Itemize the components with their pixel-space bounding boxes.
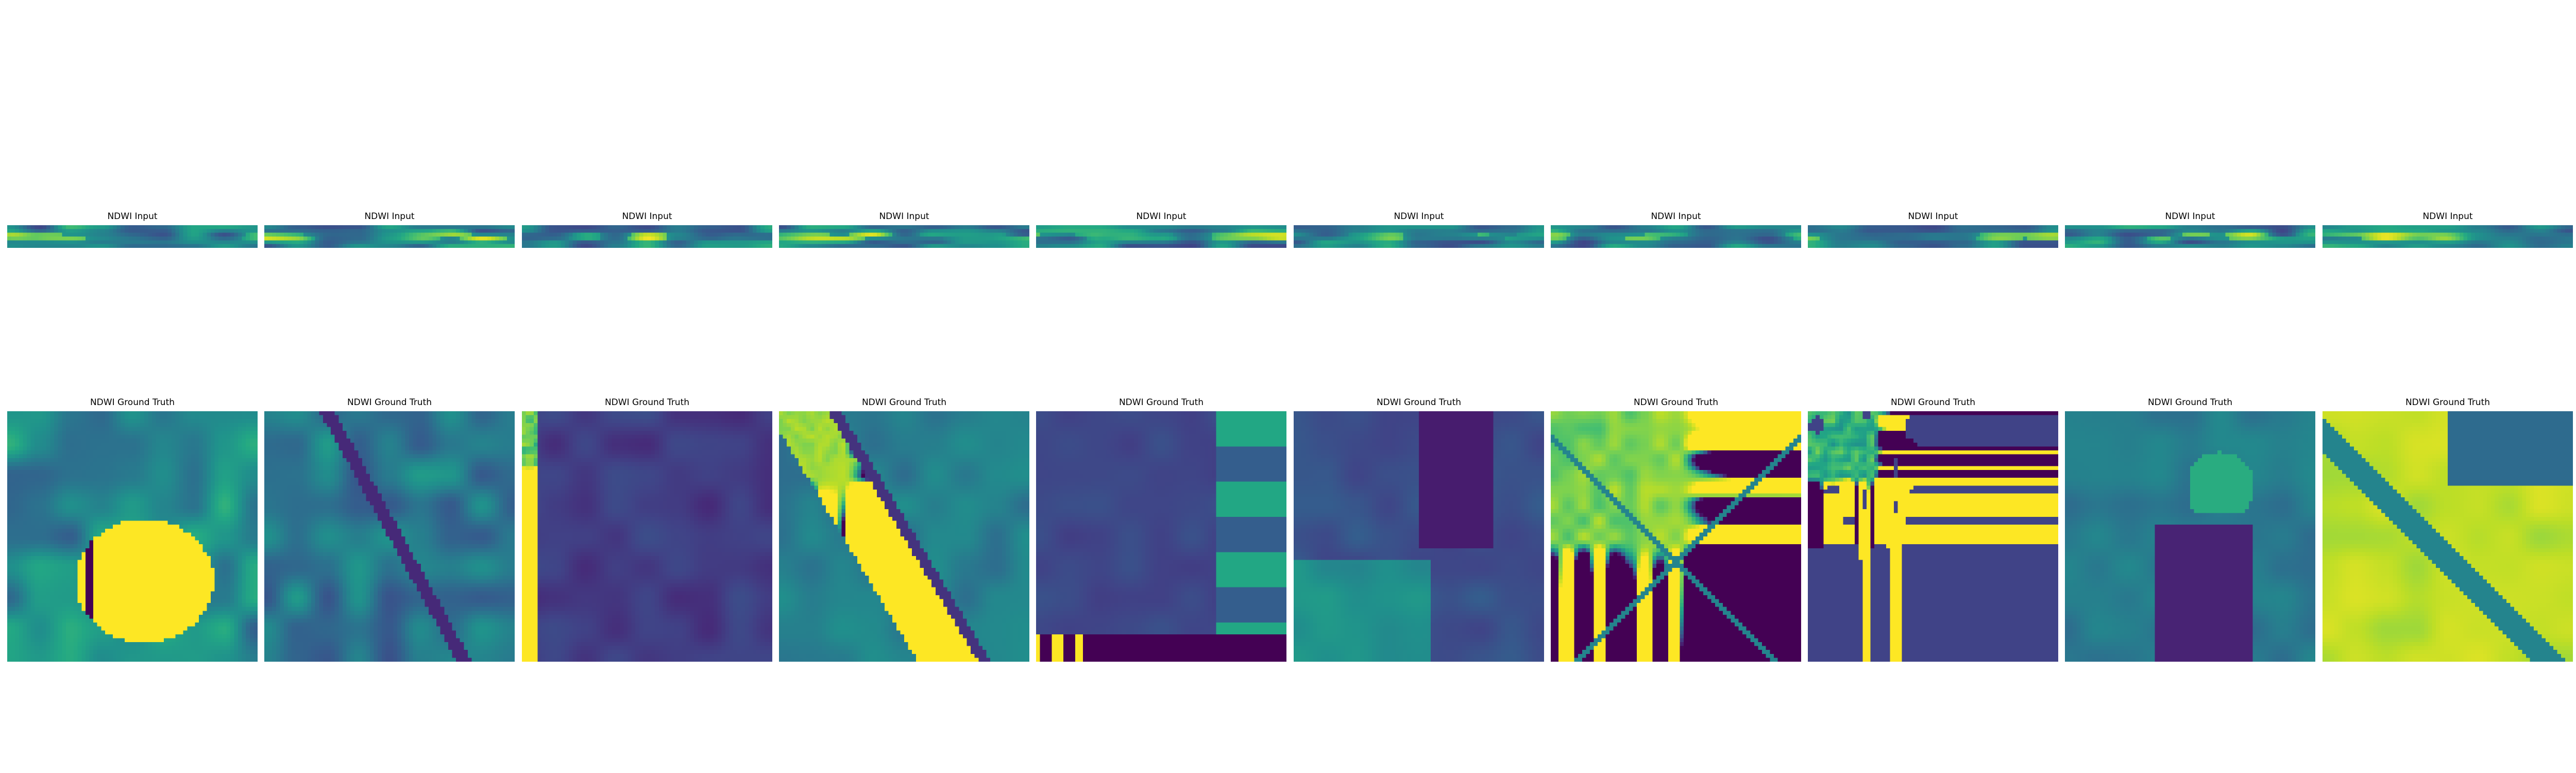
input-heatmap-image	[1294, 225, 1544, 248]
input-heatmap-image	[1036, 225, 1286, 248]
ground-truth-heatmap-image	[522, 411, 772, 662]
ground-truth-panel-title: NDWI Ground Truth	[1633, 397, 1719, 408]
input-panel-7: NDWI Input	[1551, 211, 1801, 248]
ground-truth-heatmap-image	[1294, 411, 1544, 662]
input-panel-title: NDWI Input	[622, 211, 672, 222]
ground-truth-panel-4: NDWI Ground Truth	[779, 397, 1029, 662]
ground-truth-panel-8: NDWI Ground Truth	[1808, 397, 2058, 662]
ground-truth-heatmap-image	[2323, 411, 2573, 662]
ground-truth-panel-9: NDWI Ground Truth	[2065, 397, 2315, 662]
input-panel-2: NDWI Input	[264, 211, 515, 248]
ground-truth-panel-title: NDWI Ground Truth	[2405, 397, 2490, 408]
input-panel-title: NDWI Input	[2165, 211, 2215, 222]
ground-truth-heatmap-image	[1551, 411, 1801, 662]
ground-truth-panel-title: NDWI Ground Truth	[861, 397, 947, 408]
ground-truth-heatmap-image	[1036, 411, 1286, 662]
ground-truth-heatmap-image	[264, 411, 515, 662]
input-panel-4: NDWI Input	[779, 211, 1029, 248]
input-heatmap-image	[264, 225, 515, 248]
input-heatmap-image	[522, 225, 772, 248]
ground-truth-panel-2: NDWI Ground Truth	[264, 397, 515, 662]
ground-truth-panel-title: NDWI Ground Truth	[1118, 397, 1204, 408]
ground-truth-panel-title: NDWI Ground Truth	[1890, 397, 1976, 408]
input-panel-title: NDWI Input	[1908, 211, 1958, 222]
input-panel-9: NDWI Input	[2065, 211, 2315, 248]
input-panel-title: NDWI Input	[1651, 211, 1701, 222]
input-panel-title: NDWI Input	[1394, 211, 1444, 222]
ground-truth-panel-title: NDWI Ground Truth	[90, 397, 175, 408]
ground-truth-panel-5: NDWI Ground Truth	[1036, 397, 1286, 662]
input-panel-title: NDWI Input	[364, 211, 415, 222]
input-heatmap-image	[2323, 225, 2573, 248]
input-panel-8: NDWI Input	[1808, 211, 2058, 248]
input-heatmap-image	[1808, 225, 2058, 248]
ground-truth-panel-title: NDWI Ground Truth	[2147, 397, 2233, 408]
ground-truth-panel-title: NDWI Ground Truth	[347, 397, 432, 408]
input-panel-3: NDWI Input	[522, 211, 772, 248]
ground-truth-panel-3: NDWI Ground Truth	[522, 397, 772, 662]
ground-truth-heatmap-image	[1808, 411, 2058, 662]
input-panel-title: NDWI Input	[1136, 211, 1187, 222]
input-panel-5: NDWI Input	[1036, 211, 1286, 248]
ground-truth-panel-10: NDWI Ground Truth	[2323, 397, 2573, 662]
ground-truth-heatmap-image	[7, 411, 258, 662]
input-heatmap-image	[1551, 225, 1801, 248]
input-panel-1: NDWI Input	[7, 211, 258, 248]
ground-truth-panel-title: NDWI Ground Truth	[604, 397, 690, 408]
input-heatmap-image	[7, 225, 258, 248]
ground-truth-heatmap-image	[779, 411, 1029, 662]
input-panel-6: NDWI Input	[1294, 211, 1544, 248]
input-panel-title: NDWI Input	[107, 211, 158, 222]
input-panel-title: NDWI Input	[2422, 211, 2473, 222]
ground-truth-panel-6: NDWI Ground Truth	[1294, 397, 1544, 662]
ground-truth-heatmap-image	[2065, 411, 2315, 662]
ground-truth-panel-1: NDWI Ground Truth	[7, 397, 258, 662]
input-panel-10: NDWI Input	[2323, 211, 2573, 248]
input-heatmap-image	[2065, 225, 2315, 248]
input-panel-title: NDWI Input	[879, 211, 929, 222]
ground-truth-panel-7: NDWI Ground Truth	[1551, 397, 1801, 662]
ground-truth-panel-title: NDWI Ground Truth	[1376, 397, 1462, 408]
input-heatmap-image	[779, 225, 1029, 248]
